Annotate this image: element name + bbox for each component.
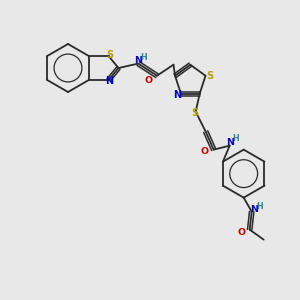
Text: N: N (173, 90, 181, 100)
Text: O: O (201, 147, 209, 156)
Text: H: H (140, 53, 147, 62)
Text: N: N (106, 76, 114, 86)
Text: O: O (238, 228, 246, 237)
Text: H: H (256, 202, 263, 211)
Text: S: S (191, 108, 198, 118)
Text: O: O (145, 76, 153, 85)
Text: S: S (206, 71, 213, 81)
Text: N: N (226, 138, 234, 147)
Text: N: N (250, 205, 258, 214)
Text: S: S (106, 50, 113, 60)
Text: H: H (232, 134, 239, 143)
Text: N: N (134, 56, 142, 65)
